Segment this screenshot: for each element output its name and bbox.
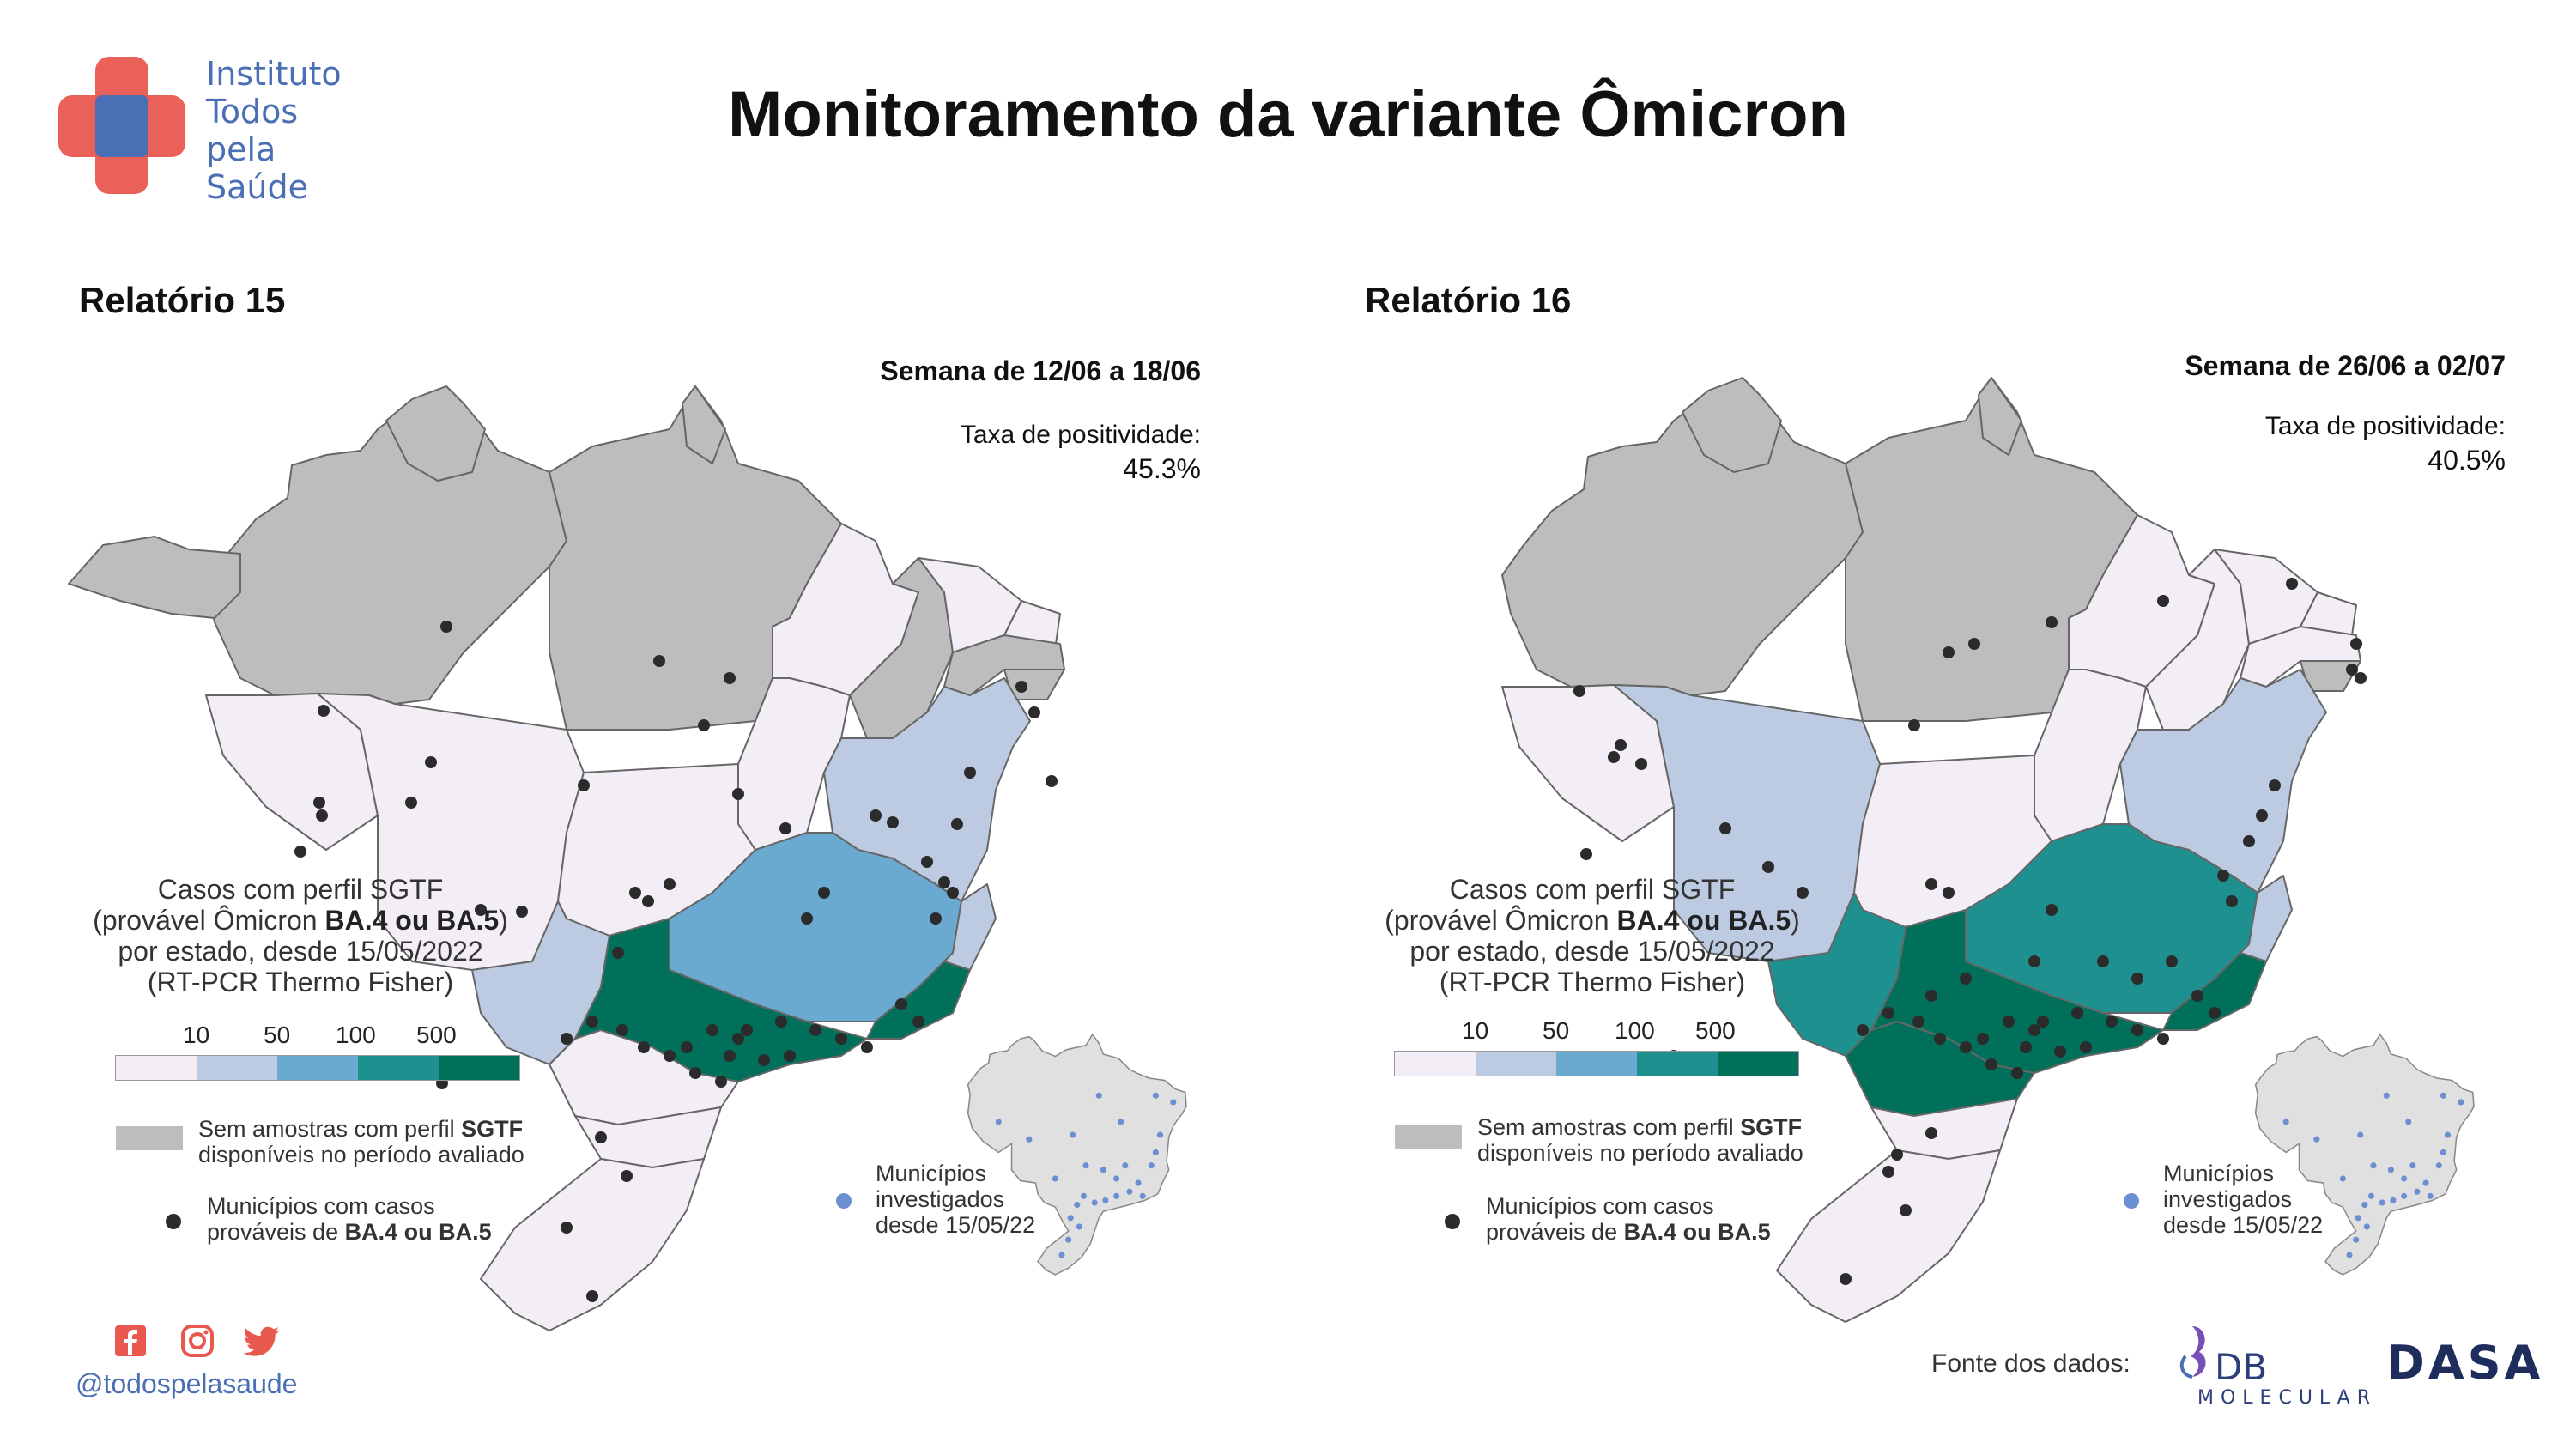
scale-swatch [439,1056,519,1080]
db-molecular-mark-icon [2179,1326,2206,1379]
twitter-icon[interactable] [243,1325,282,1360]
legend-title-left: Casos com perfil SGTF (provável Ômicron … [69,874,532,997]
legend-title-right: Casos com perfil SGTF (provável Ômicron … [1352,874,1833,997]
state-ac [68,536,241,619]
inset-text-line: desde 15/05/22 [2163,1212,2324,1238]
color-scale-left: 10 50 100 500 [115,1022,520,1082]
panel-title-right: Relatório 16 [1365,280,1572,320]
legend-title-line: por estado, desde 15/05/2022 [1409,936,1775,967]
social-links [113,1324,302,1367]
legend-title-line: (provável Ômicron BA.4 ou BA.5) [1385,905,1800,936]
state-am [205,394,567,705]
scale-label: 100 [1615,1017,1655,1044]
state-rj [866,961,971,1040]
state-rr [1682,377,1782,473]
state-rr [385,385,486,482]
scale-label: 50 [1543,1017,1570,1044]
db-molecular-text: DB [2215,1346,2268,1388]
week-label-right: Semana de 26/06 a 02/07 [2185,350,2506,381]
rate-label-left: Taxa de positividade: [960,421,1201,449]
legend-text-line: prováveis de BA.4 ou BA.5 [207,1219,492,1245]
state-ap [682,385,726,464]
social-handle[interactable]: @todospelasaude [76,1368,298,1399]
logo-text-line: Saúde [206,168,308,206]
legend-title-line: Casos com perfil SGTF [1449,874,1736,905]
legend-text-line: disponíveis no período avaliado [1477,1140,1803,1166]
db-molecular-logo: DB MOLECULAR [2163,1322,2370,1409]
state-rs [480,1158,705,1331]
state-rs [1776,1149,2001,1323]
legend-title-line: (RT-PCR Thermo Fisher) [1439,967,1746,997]
legend-title-line: (RT-PCR Thermo Fisher) [147,967,454,997]
logo: Instituto Todos pela Saúde [58,55,359,206]
scale-label: 50 [264,1022,291,1048]
state-am [1501,385,1864,696]
state-rj [2162,952,2267,1031]
db-molecular-sub: MOLECULAR [2197,1387,2378,1409]
scale-label: 10 [183,1022,210,1048]
logo-text-line: Instituto [206,55,342,93]
municipality-dots-right [1573,578,2367,1285]
inset-text-line: Municípios [876,1161,987,1186]
legend-title-line: por estado, desde 15/05/2022 [118,936,483,967]
inset-map-right [2254,1033,2475,1276]
page-title: Monitoramento da variante Ômicron [728,78,1848,151]
logo-cross-icon [58,57,185,194]
logo-text-line: pela [206,130,276,168]
no-sample-swatch [116,1126,183,1150]
logo-text-line: Todos [206,93,299,130]
rate-label-right: Taxa de positividade: [2264,412,2506,440]
scale-swatch [358,1056,439,1080]
instagram-icon[interactable] [180,1324,215,1358]
inset-dot-icon [836,1193,852,1209]
scale-swatch [116,1056,197,1080]
inset-text-line: investigados [876,1186,1005,1212]
scale-label: 500 [1695,1017,1736,1044]
dasa-logo: DASA [2386,1336,2544,1390]
data-source-label: Fonte dos dados: [1931,1349,2131,1378]
facebook-icon[interactable] [113,1324,148,1358]
legend-title-line: Casos com perfil SGTF [157,874,444,905]
legend-text-line: Sem amostras com perfil SGTF [198,1116,524,1142]
week-label-left: Semana de 12/06 a 18/06 [880,355,1201,386]
panel-title-left: Relatório 15 [79,280,286,320]
no-sample-swatch [1395,1125,1462,1149]
inset-dots [2282,1092,2464,1258]
inset-dots [995,1092,1177,1258]
scale-label: 500 [416,1022,457,1048]
legend-text-line: Municípios com casos [1486,1193,1714,1219]
inset-dot-icon [2124,1193,2139,1209]
legend-text-line: disponíveis no período avaliado [198,1142,524,1167]
rate-value-left: 45.3% [1123,453,1201,484]
inset-text-line: investigados [2163,1186,2293,1212]
legend-title-line: (provável Ômicron BA.4 ou BA.5) [93,905,508,936]
scale-swatch [1556,1052,1637,1076]
map-brazil-left [68,385,1065,1331]
municipality-dot-icon [1445,1214,1460,1229]
scale-swatch [277,1056,358,1080]
legend-text-line: Municípios com casos [207,1193,435,1219]
scale-swatch [1637,1052,1718,1076]
scale-label: 100 [336,1022,376,1048]
map-brazil-right [1501,377,2367,1323]
scale-swatch [1718,1052,1798,1076]
state-ap [1978,377,2022,456]
inset-text-line: desde 15/05/22 [876,1212,1036,1238]
scale-swatch [1476,1052,1556,1076]
scale-swatch [1395,1052,1476,1076]
municipality-dot-icon [166,1214,181,1229]
rate-value-right: 40.5% [2428,445,2506,476]
legend-text-line: Sem amostras com perfil SGTF [1477,1114,1803,1140]
scale-swatch [197,1056,277,1080]
legend-text-line: prováveis de BA.4 ou BA.5 [1486,1219,1771,1245]
color-scale-right: 10 50 100 500 [1394,1017,1799,1077]
municipality-dots-left [294,621,1058,1302]
scale-label: 10 [1462,1017,1489,1044]
inset-text-line: Municípios [2163,1161,2275,1186]
inset-map-left [967,1033,1187,1276]
